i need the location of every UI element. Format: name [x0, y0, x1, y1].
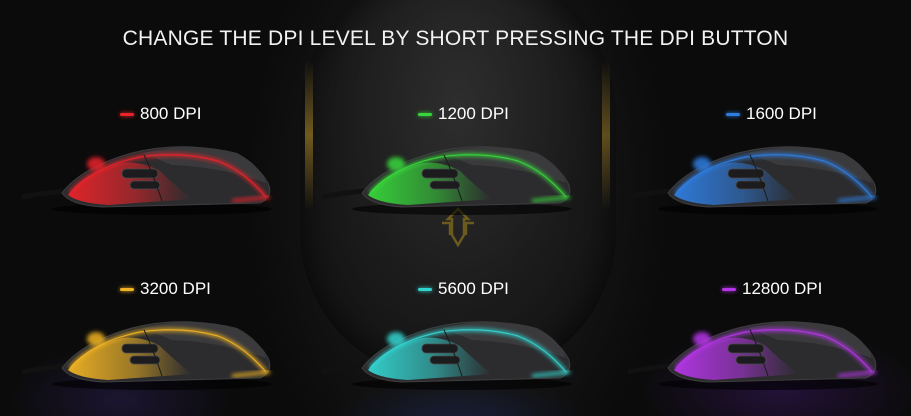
dpi-label: 800 DPI [120, 103, 201, 125]
color-indicator [726, 112, 740, 116]
dpi-label: 1600 DPI [726, 103, 817, 125]
mouse-image [628, 321, 878, 390]
mouse-image [322, 321, 572, 390]
color-indicator [418, 287, 432, 291]
dpi-label: 1200 DPI [418, 103, 509, 125]
mouse-image [322, 146, 572, 215]
color-indicator [722, 287, 736, 291]
dpi-value: 5600 DPI [438, 279, 509, 298]
dpi-label: 12800 DPI [722, 278, 822, 300]
dpi-option-3200: 3200 DPI [22, 278, 322, 416]
color-indicator [120, 112, 134, 116]
color-indicator [120, 287, 134, 291]
dpi-value: 3200 DPI [140, 279, 211, 298]
mouse-image [22, 146, 272, 215]
mouse-image [22, 321, 272, 390]
dpi-option-5600: 5600 DPI [322, 278, 622, 416]
dpi-value: 800 DPI [140, 104, 202, 123]
background-mouse-light-strip [305, 60, 313, 210]
dpi-value: 1600 DPI [746, 104, 817, 123]
dpi-label: 3200 DPI [120, 278, 211, 300]
page-title: CHANGE THE DPI LEVEL BY SHORT PRESSING T… [122, 27, 789, 50]
dpi-option-1200: 1200 DPI [322, 103, 622, 253]
dpi-label: 5600 DPI [418, 278, 509, 300]
color-indicator [418, 112, 432, 116]
dpi-option-1600: 1600 DPI [628, 103, 911, 253]
dpi-option-800: 800 DPI [22, 103, 322, 253]
background-mouse-light-strip [602, 60, 610, 210]
gamer-emblem-icon [442, 207, 474, 248]
dpi-value: 12800 DPI [742, 279, 823, 298]
dpi-value: 1200 DPI [438, 104, 509, 123]
dpi-option-12800: 12800 DPI [628, 278, 911, 416]
mouse-image [628, 146, 878, 215]
